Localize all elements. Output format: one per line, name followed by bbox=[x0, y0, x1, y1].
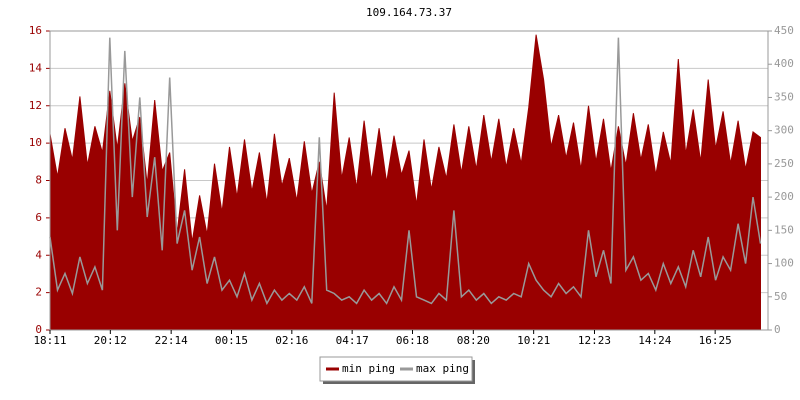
legend bbox=[319, 356, 473, 382]
y2-tick-label: 50 bbox=[774, 290, 787, 303]
y-tick-label: 14 bbox=[29, 61, 43, 74]
x-tick-label: 10:21 bbox=[517, 334, 550, 347]
x-tick-label: 08:20 bbox=[457, 334, 490, 347]
x-tick-label: 22:14 bbox=[155, 334, 188, 347]
y-tick-label: 10 bbox=[29, 136, 42, 149]
y-tick-label: 4 bbox=[35, 248, 42, 261]
y-tick-label: 6 bbox=[35, 211, 42, 224]
line bbox=[49, 37, 762, 306]
x-tick-label: 12:23 bbox=[578, 334, 611, 347]
y2-tick-label: 0 bbox=[774, 323, 781, 336]
x-tick-label: 00:15 bbox=[215, 334, 248, 347]
x-tick-label: 16:25 bbox=[699, 334, 732, 347]
area bbox=[49, 34, 761, 331]
x-tick-label: 06:18 bbox=[396, 334, 429, 347]
y-tick-label: 8 bbox=[35, 174, 42, 187]
y2-tick-label: 250 bbox=[774, 157, 794, 170]
y-tick-label: 0 bbox=[35, 323, 42, 336]
y-tick-label: 2 bbox=[35, 286, 42, 299]
y2-tick-label: 150 bbox=[774, 223, 794, 236]
y2-tick-label: 450 bbox=[774, 24, 794, 37]
y2-tick-label: 300 bbox=[774, 124, 794, 137]
x-tick-label: 02:16 bbox=[275, 334, 308, 347]
y2-tick-label: 200 bbox=[774, 190, 794, 203]
legend-label: min ping bbox=[342, 362, 395, 375]
x-tick-label: 20:12 bbox=[94, 334, 127, 347]
y2-tick-label: 350 bbox=[774, 90, 794, 103]
x-tick-label: 14:24 bbox=[638, 334, 671, 347]
y-tick-label: 12 bbox=[29, 99, 42, 112]
legend-label: max ping bbox=[416, 362, 469, 375]
x-tick-label: 04:17 bbox=[336, 334, 369, 347]
chart-title: 109.164.73.37 bbox=[366, 6, 452, 19]
x-tick-label: 18:11 bbox=[33, 334, 66, 347]
y2-tick-label: 100 bbox=[774, 257, 794, 270]
plot-frame bbox=[49, 30, 769, 331]
y-tick-label: 16 bbox=[29, 24, 42, 37]
y2-tick-label: 400 bbox=[774, 57, 794, 70]
